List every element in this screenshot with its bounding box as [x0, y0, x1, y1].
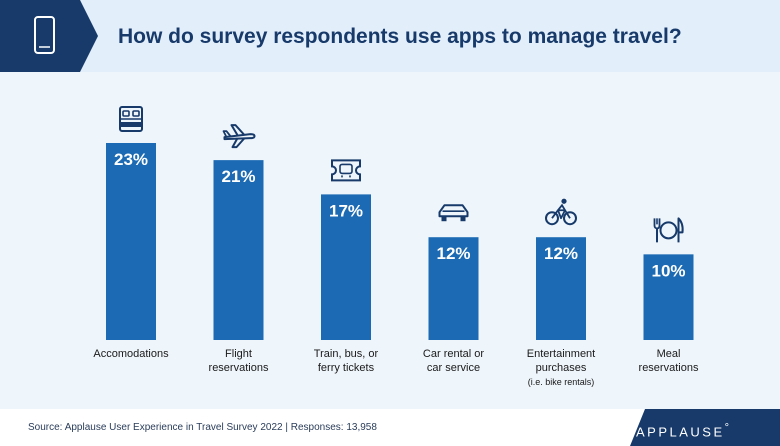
bar — [643, 254, 694, 340]
bar — [106, 143, 156, 340]
fork-knife-icon — [653, 217, 684, 243]
bar — [428, 237, 479, 340]
bar-chart: 23% Accomodations 21% Flight reservations 17%… — [93, 106, 699, 387]
category-label: car service — [427, 362, 480, 374]
category-label: Entertainment — [527, 348, 595, 360]
ticket-icon — [331, 159, 361, 182]
bed-icon — [119, 106, 143, 132]
applause-logo: APPLAUSE° — [636, 420, 732, 440]
bar-value-label: 23% — [114, 150, 148, 169]
category-label: (i.e. bike rentals) — [528, 377, 595, 387]
bar-value-label: 17% — [329, 201, 363, 220]
category-label: Car rental or — [423, 348, 484, 360]
applause-logo-badge — [630, 409, 780, 446]
bar — [321, 194, 371, 340]
footer: Source: Applause User Experience in Trav… — [0, 409, 780, 446]
category-label: Meal — [657, 348, 681, 360]
bar-value-label: 12% — [436, 244, 470, 263]
bar — [213, 160, 264, 340]
category-label: purchases — [536, 362, 587, 374]
category-label: ferry tickets — [318, 362, 375, 374]
source-note: Source: Applause User Experience in Trav… — [28, 422, 377, 433]
bicycle-icon — [545, 198, 577, 226]
category-label: Accomodations — [93, 348, 169, 360]
logo-wordmark: APPLAUSE — [636, 424, 725, 440]
bar-value-label: 10% — [651, 261, 685, 280]
header-band: How do survey respondents use apps to ma… — [0, 0, 780, 72]
chart-area: 23% Accomodations 21% Flight reservations 17%… — [0, 72, 780, 409]
bar-value-label: 21% — [221, 167, 255, 186]
category-label: reservations — [209, 362, 269, 374]
page-title: How do survey respondents use apps to ma… — [118, 25, 682, 48]
smartphone-icon — [34, 16, 55, 54]
phone-badge — [0, 0, 98, 72]
bar-value-label: 12% — [544, 244, 578, 263]
bar — [536, 237, 586, 340]
car-icon — [438, 204, 469, 222]
category-label: reservations — [639, 362, 699, 374]
category-label: Train, bus, or — [314, 348, 379, 360]
logo-mark: ° — [724, 422, 732, 434]
airplane-icon — [222, 124, 256, 149]
category-label: Flight — [225, 348, 252, 360]
